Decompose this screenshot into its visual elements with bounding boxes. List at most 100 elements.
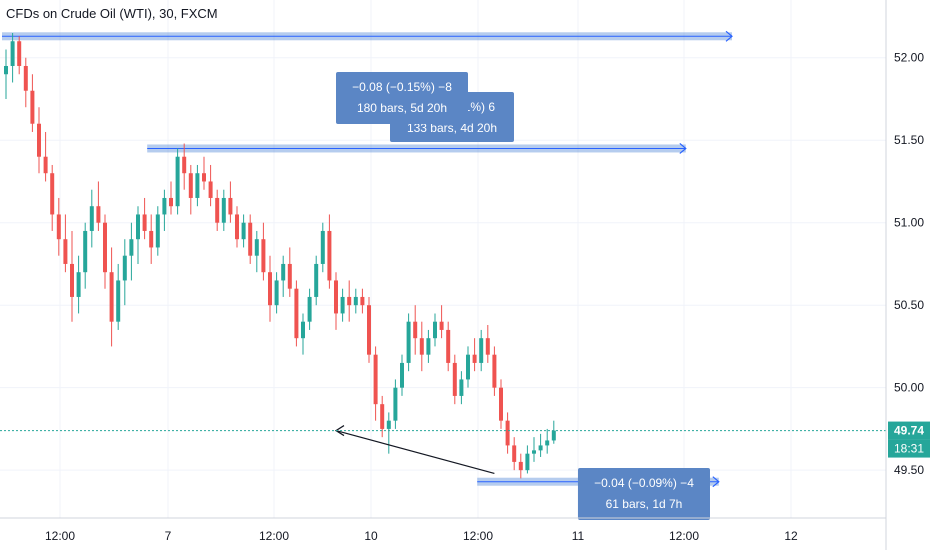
candle-body [261, 239, 266, 273]
countdown-label: 18:31 [894, 442, 924, 456]
candle-body [400, 362, 404, 388]
candle-body [142, 214, 147, 231]
measure-bars-label: 180 bars, 5d 20h [357, 101, 447, 115]
candle-body [43, 156, 48, 174]
measure-info-box [578, 468, 710, 520]
candle-body [188, 173, 193, 198]
candle-body [439, 321, 444, 330]
candle-body [169, 197, 173, 207]
candle-body [320, 230, 325, 264]
candle-body [353, 296, 358, 306]
candle-body [327, 230, 332, 281]
measure-bars-label: 61 bars, 1d 7h [606, 497, 683, 511]
y-tick-label: 51.00 [894, 216, 924, 230]
candle-body [215, 197, 220, 223]
candle-body [386, 420, 391, 429]
candle-body [4, 65, 8, 75]
candle-body [83, 230, 88, 273]
candle-body [380, 404, 385, 429]
candle-body [23, 65, 28, 91]
candle-body [228, 197, 233, 215]
range-arrow-head [725, 30, 733, 42]
y-tick-label: 50.00 [894, 381, 924, 395]
measure-change-label: −0.08 (−0.15%) −8 [352, 80, 452, 94]
y-tick-label: 49.50 [894, 463, 924, 477]
candle-body [479, 338, 484, 363]
candle-body [155, 214, 160, 248]
candle-body [248, 222, 253, 256]
candle-body [195, 173, 200, 198]
candle-body [89, 206, 94, 231]
measure-change-label: −0.04 (−0.09%) −4 [594, 476, 694, 490]
candle-body [472, 354, 477, 363]
candle-body [109, 272, 114, 322]
candle-body [50, 173, 55, 215]
candle-body [518, 461, 523, 471]
candle-body [241, 222, 246, 240]
candle-body [492, 354, 497, 388]
countdown-badge [888, 439, 930, 458]
x-tick-label: 12 [784, 529, 798, 543]
candle-body [360, 296, 365, 306]
candle-body [413, 321, 418, 339]
candle-body [76, 272, 81, 297]
candle-body [182, 156, 187, 174]
candle-body [129, 239, 134, 256]
candle-body [136, 214, 140, 240]
x-tick-label: 7 [165, 529, 172, 543]
candle-body [175, 156, 180, 207]
candle-body [149, 230, 154, 248]
candle-body [10, 41, 15, 66]
candle-body [340, 296, 345, 314]
candle-body [281, 263, 286, 281]
candle-layer [4, 32, 556, 479]
candle-body [538, 445, 543, 451]
candle-body [17, 41, 22, 66]
candle-body [116, 280, 121, 322]
candle-body [419, 338, 424, 355]
candle-body [63, 239, 68, 264]
candle-body [268, 272, 272, 306]
range-arrow-head [679, 143, 687, 154]
candle-body [96, 206, 101, 223]
grid-layer [0, 0, 886, 518]
y-tick-label: 52.00 [894, 51, 924, 65]
candle-body [499, 387, 503, 421]
candle-body [505, 420, 510, 446]
candle-body [274, 280, 279, 306]
candle-body [452, 362, 457, 396]
candle-body [162, 197, 167, 215]
last-price-badge [888, 421, 930, 440]
candle-body [512, 445, 517, 462]
x-tick-label: 12:00 [463, 529, 493, 543]
candle-body [367, 305, 371, 355]
chart-title: CFDs on Crude Oil (WTI), 30, FXCM [6, 6, 218, 21]
candle-body [37, 123, 41, 157]
candle-body [393, 387, 398, 421]
measure-bars-label: 133 bars, 4d 20h [407, 121, 497, 135]
candle-body [532, 450, 536, 454]
candle-body [122, 255, 127, 281]
x-tick-label: 11 [572, 529, 585, 543]
candle-body [545, 440, 550, 446]
candle-body [70, 263, 74, 297]
range-arrow-head [712, 476, 720, 488]
candle-body [334, 280, 338, 314]
candle-body [235, 214, 239, 240]
candle-body [301, 321, 305, 339]
last-price-label: 49.74 [894, 424, 924, 438]
x-tick-label: 10 [364, 529, 378, 543]
candle-body [525, 453, 530, 471]
candle-body [347, 296, 352, 306]
candle-body [287, 263, 292, 289]
candle-body [459, 379, 464, 396]
x-tick-label: 12:00 [259, 529, 289, 543]
candle-body [314, 263, 319, 297]
candle-body [254, 239, 259, 256]
candle-body [202, 173, 206, 182]
candle-body [466, 354, 470, 380]
candle-body [406, 321, 411, 363]
